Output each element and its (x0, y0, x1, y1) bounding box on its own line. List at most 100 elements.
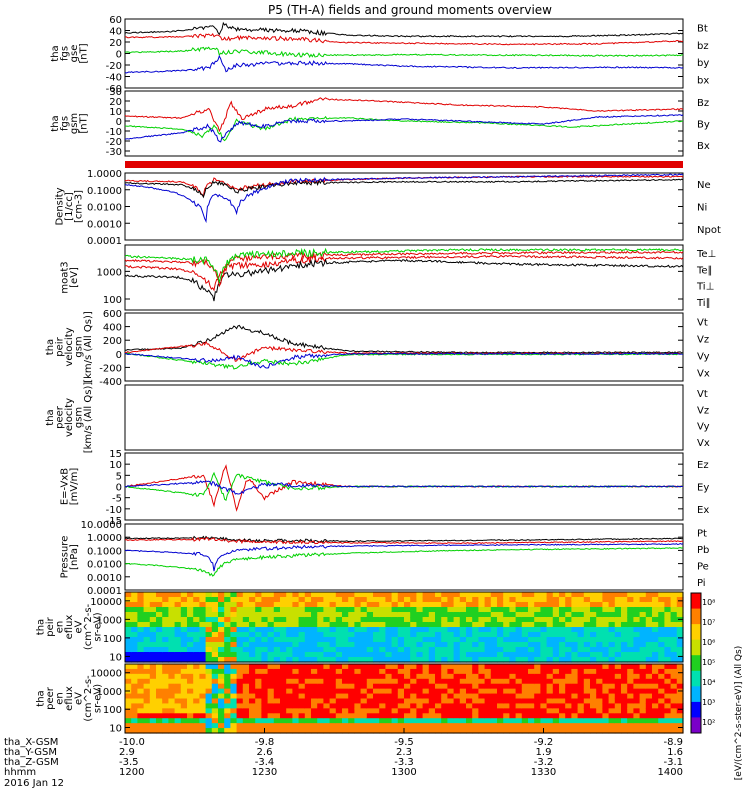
spectrogram-cell (137, 607, 145, 613)
spectrogram-cell (534, 607, 541, 613)
spectrogram-cell (317, 652, 324, 658)
spectrogram-cell (366, 703, 374, 709)
spectrogram-cell (205, 708, 213, 714)
spectrogram-cell (515, 612, 523, 618)
y-tick-label: 0.0010 (87, 573, 122, 584)
spectrogram-cell (354, 683, 362, 690)
spectrogram-cell (174, 617, 182, 623)
y-axis-label: tha (36, 619, 47, 635)
spectrogram-cell (422, 632, 430, 638)
spectrogram-cell (156, 622, 163, 628)
spectrogram-cell (459, 602, 467, 608)
spectrogram-cell (478, 592, 486, 598)
spectrogram-cell (149, 728, 157, 734)
spectrogram-cell (348, 693, 355, 700)
spectrogram-cell (149, 688, 157, 695)
spectrogram-cell (645, 602, 653, 608)
spectrogram-cell (137, 723, 145, 729)
spectrogram-cell (149, 627, 157, 633)
spectrogram-cell (273, 622, 281, 628)
spectrogram-cell (670, 647, 678, 653)
y-tick-label: 0.0100 (87, 203, 122, 214)
spectrogram-cell (156, 664, 163, 670)
spectrogram-cell (583, 693, 591, 700)
spectrogram-cell (323, 678, 331, 685)
spectrogram-cell (658, 693, 665, 700)
spectrogram-cell (546, 693, 554, 700)
spectrogram-cell (230, 668, 238, 675)
series-line-By (124, 115, 684, 142)
spectrogram-cell (304, 647, 312, 653)
spectrogram-cell (304, 632, 312, 638)
spectrogram-cell (137, 652, 145, 658)
spectrogram-cell (187, 607, 194, 613)
spectrogram-cell (602, 664, 610, 670)
spectrogram-cell (596, 617, 603, 623)
spectrogram-cell (143, 698, 151, 705)
spectrogram-cell (441, 683, 448, 690)
spectrogram-cell (428, 652, 436, 658)
spectrogram-cell (224, 622, 231, 628)
spectrogram-cell (199, 728, 207, 734)
spectrogram-cell (391, 718, 399, 724)
x-date-label: 2016 Jan 12 (4, 778, 64, 789)
spectrogram-cell (633, 703, 641, 709)
spectrogram-cell (249, 718, 256, 724)
spectrogram-cell (404, 728, 411, 734)
spectrogram-cell (583, 664, 591, 670)
spectrogram-cell (218, 592, 225, 598)
spectrogram-cell (373, 683, 380, 690)
spectrogram-cell (521, 612, 529, 618)
spectrogram-cell (645, 708, 653, 714)
spectrogram-cell (521, 632, 529, 638)
spectrogram-cell (528, 688, 535, 695)
spectrogram-cell (521, 718, 529, 724)
spectrogram-cell (391, 688, 399, 695)
spectrogram-cell (125, 602, 132, 608)
spectrogram-cell (652, 698, 659, 705)
spectrogram-cell (484, 698, 492, 705)
spectrogram-cell (645, 612, 653, 618)
spectrogram-cell (521, 683, 529, 690)
y-tick-label: 0.0010 (87, 219, 122, 230)
spectrogram-cell (546, 683, 554, 690)
spectrogram-cell (360, 632, 368, 638)
spectrogram-cell (125, 668, 132, 675)
legend-entry: Vt (697, 389, 708, 400)
spectrogram-cell (391, 652, 399, 658)
spectrogram-cell (490, 683, 498, 690)
spectrogram-cell (664, 652, 672, 658)
spectrogram-cell (373, 602, 380, 608)
spectrogram-cell (621, 693, 628, 700)
colorbar-tick-label: 10⁸ (702, 598, 715, 607)
spectrogram-cell (317, 708, 324, 714)
spectrogram-cell (193, 647, 200, 653)
spectrogram-cell (385, 612, 393, 618)
spectrogram-cell (478, 723, 486, 729)
y-axis-label: velocity (64, 327, 75, 366)
spectrogram-cell (366, 688, 374, 695)
spectrogram-cell (652, 713, 659, 719)
spectrogram-cell (441, 693, 448, 700)
spectrogram-cell (366, 668, 374, 675)
spectrogram-cell (621, 728, 628, 734)
spectrogram-cell (645, 637, 653, 643)
spectrogram-cell (658, 668, 665, 675)
spectrogram-cell (143, 718, 151, 724)
spectrogram-cell (249, 728, 256, 734)
spectrogram-cell (652, 602, 659, 608)
y-tick-label: -400 (99, 377, 122, 388)
spectrogram-cell (571, 642, 579, 648)
spectrogram-cell (596, 642, 603, 648)
spectrogram-cell (664, 728, 672, 734)
spectrogram-cell (273, 723, 281, 729)
spectrogram-cell (608, 602, 616, 608)
spectrogram-cell (596, 708, 603, 714)
spectrogram-cell (267, 657, 275, 663)
spectrogram-cell (614, 728, 622, 734)
spectrogram-cell (410, 607, 417, 613)
spectrogram-cell (230, 728, 238, 734)
spectrogram-cell (658, 602, 665, 608)
spectrogram-cell (441, 627, 448, 633)
spectrogram-cell (137, 683, 145, 690)
